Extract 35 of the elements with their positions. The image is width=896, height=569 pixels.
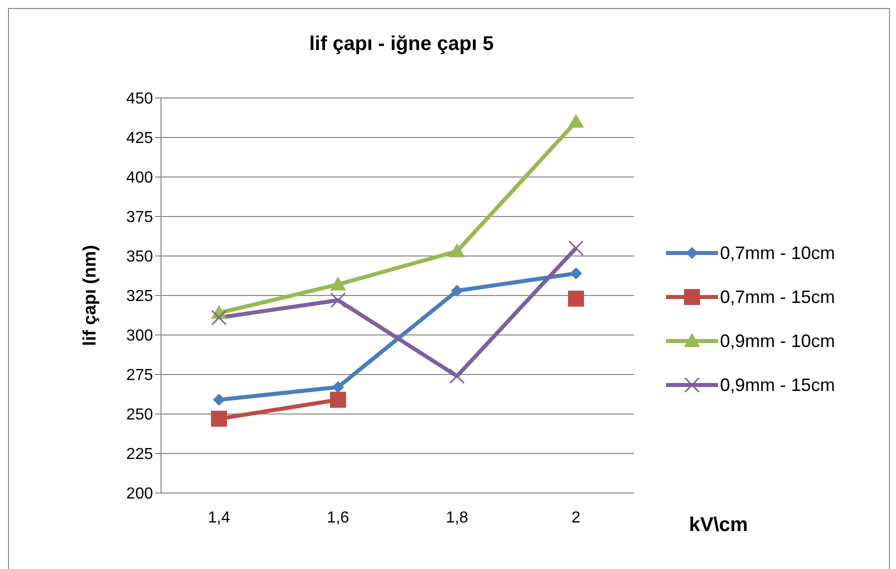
legend-label: 0,9mm - 10cm [720,330,836,352]
point [332,381,344,394]
y-tick-label: 400 [126,170,154,187]
y-tick-label: 425 [126,130,154,148]
legend-label: 0,9mm - 15cm [720,374,836,396]
y-tick-label: 275 [126,367,154,384]
point [449,243,465,258]
point [570,267,582,280]
x-tick-label: 2 [572,509,581,526]
point [330,276,346,290]
x-tick-label: 1,8 [446,509,468,526]
point [213,394,225,406]
point [211,310,227,326]
x-tick-label: 1,6 [326,509,350,526]
point [568,114,584,128]
legend-label: 0,7mm - 10cm [720,242,836,264]
y-tick-label: 250 [126,406,154,424]
y-axis-title: lif çapı (nm) [79,244,100,346]
point [451,284,463,297]
point [568,240,584,256]
chart-title: lif çapı - iğne çapı 5 [308,33,495,56]
x-axis-title: kV\cm [689,514,748,537]
y-tick-label: 300 [126,328,154,345]
y-tick-label: 350 [126,248,154,266]
x-tick-label: 1,4 [208,509,230,526]
point [330,292,346,308]
y-tick-label: 450 [126,90,154,108]
point [330,392,346,408]
y-tick-label: 200 [126,486,154,503]
y-tick-label: 375 [126,209,154,226]
point [568,290,584,307]
y-tick-label: 225 [126,446,154,464]
y-tick-label: 325 [126,288,154,306]
legend-label: 0,7mm - 15cm [720,286,836,308]
point [211,410,227,427]
